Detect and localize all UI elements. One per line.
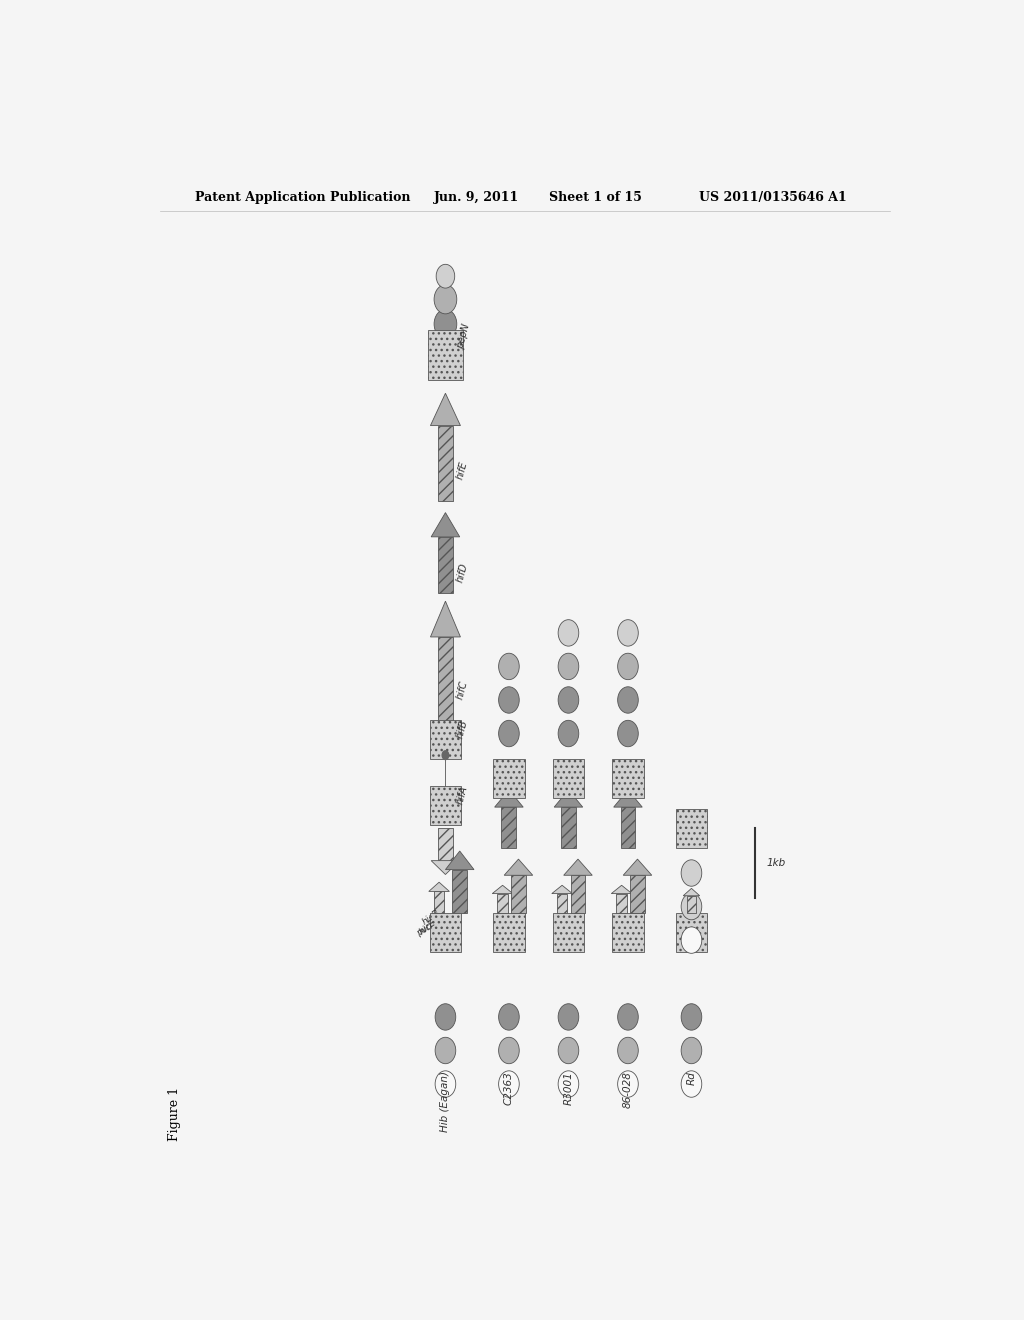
Bar xyxy=(494,759,524,797)
Polygon shape xyxy=(611,886,632,894)
Bar xyxy=(498,894,508,913)
Text: hicB: hicB xyxy=(421,908,441,927)
Bar xyxy=(453,870,467,913)
Text: R3001: R3001 xyxy=(563,1071,573,1105)
Text: hifE: hifE xyxy=(455,461,469,480)
Bar xyxy=(428,330,463,380)
Polygon shape xyxy=(430,601,461,638)
Circle shape xyxy=(499,653,519,680)
Text: Rd: Rd xyxy=(686,1071,696,1085)
Bar xyxy=(621,807,636,847)
Bar xyxy=(438,829,453,861)
Polygon shape xyxy=(493,886,513,894)
Text: hifB: hifB xyxy=(455,719,470,739)
Circle shape xyxy=(499,1003,519,1030)
Bar xyxy=(630,875,645,913)
Circle shape xyxy=(435,1071,456,1097)
Text: 1kb: 1kb xyxy=(767,858,786,869)
Polygon shape xyxy=(563,859,592,875)
Circle shape xyxy=(558,1003,579,1030)
Bar xyxy=(687,896,695,913)
Circle shape xyxy=(617,1038,638,1064)
Circle shape xyxy=(681,927,701,953)
Circle shape xyxy=(436,264,455,288)
Circle shape xyxy=(499,1038,519,1064)
Circle shape xyxy=(435,1003,456,1030)
Polygon shape xyxy=(554,789,583,807)
Polygon shape xyxy=(613,789,642,807)
Bar xyxy=(437,425,454,502)
Circle shape xyxy=(617,1003,638,1030)
Text: 86-028: 86-028 xyxy=(623,1071,633,1107)
Text: hifA: hifA xyxy=(455,784,470,805)
Polygon shape xyxy=(683,888,699,896)
Bar xyxy=(570,875,586,913)
Polygon shape xyxy=(495,789,523,807)
Polygon shape xyxy=(431,861,460,875)
Polygon shape xyxy=(624,859,652,875)
Circle shape xyxy=(681,1003,701,1030)
Bar xyxy=(616,894,627,913)
Circle shape xyxy=(434,309,457,338)
Text: hifC: hifC xyxy=(455,680,470,700)
Polygon shape xyxy=(431,512,460,537)
Circle shape xyxy=(499,686,519,713)
Polygon shape xyxy=(429,882,450,891)
Circle shape xyxy=(617,619,638,645)
Polygon shape xyxy=(445,851,474,870)
Circle shape xyxy=(617,1071,638,1097)
Bar xyxy=(494,913,524,952)
Circle shape xyxy=(499,1071,519,1097)
Bar xyxy=(438,537,453,594)
Circle shape xyxy=(617,721,638,747)
Text: Hib (Eagan): Hib (Eagan) xyxy=(440,1071,451,1131)
Circle shape xyxy=(558,721,579,747)
Text: Jun. 9, 2011: Jun. 9, 2011 xyxy=(433,190,519,203)
Circle shape xyxy=(681,894,701,920)
Bar xyxy=(437,638,454,721)
Circle shape xyxy=(617,686,638,713)
Bar xyxy=(430,785,461,825)
Text: Figure 1: Figure 1 xyxy=(168,1086,180,1140)
Circle shape xyxy=(558,619,579,645)
Bar xyxy=(511,875,526,913)
Bar xyxy=(676,809,708,847)
Text: US 2011/0135646 A1: US 2011/0135646 A1 xyxy=(699,190,847,203)
Circle shape xyxy=(441,750,450,760)
Bar xyxy=(612,913,644,952)
Bar xyxy=(502,807,516,847)
Bar xyxy=(553,913,585,952)
Text: hifD: hifD xyxy=(455,561,470,583)
Text: hicA: hicA xyxy=(418,919,439,937)
Text: purE: purE xyxy=(415,919,437,939)
Bar xyxy=(676,913,708,952)
Bar xyxy=(430,721,461,759)
Bar xyxy=(561,807,575,847)
Bar xyxy=(434,891,444,913)
Circle shape xyxy=(681,1071,701,1097)
Polygon shape xyxy=(504,859,532,875)
Circle shape xyxy=(617,653,638,680)
Circle shape xyxy=(681,859,701,886)
Text: pepN: pepN xyxy=(456,322,472,350)
Polygon shape xyxy=(552,886,572,894)
Circle shape xyxy=(499,721,519,747)
Bar xyxy=(557,894,567,913)
Polygon shape xyxy=(430,393,461,425)
Circle shape xyxy=(558,1038,579,1064)
Bar xyxy=(612,759,644,797)
Bar xyxy=(430,913,461,952)
Text: C2363: C2363 xyxy=(504,1071,514,1105)
Circle shape xyxy=(681,1038,701,1064)
Circle shape xyxy=(558,1071,579,1097)
Bar xyxy=(553,759,585,797)
Circle shape xyxy=(558,686,579,713)
Circle shape xyxy=(558,653,579,680)
Text: Sheet 1 of 15: Sheet 1 of 15 xyxy=(549,190,641,203)
Circle shape xyxy=(435,1038,456,1064)
Text: Patent Application Publication: Patent Application Publication xyxy=(196,190,411,203)
Circle shape xyxy=(434,285,457,314)
